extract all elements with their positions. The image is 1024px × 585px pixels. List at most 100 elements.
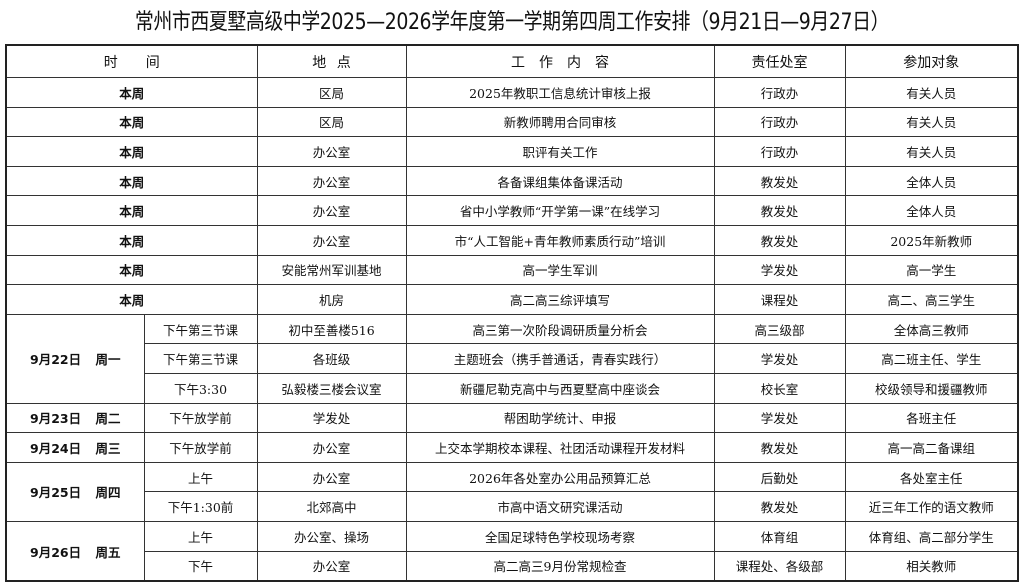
time-cell: 下午3:30 [143, 372, 258, 404]
content-cell: 全国足球特色学校现场考察 [405, 520, 715, 552]
location-cell: 各班级 [256, 343, 407, 374]
dept-cell: 课程处 [713, 284, 846, 315]
table-row: 本周 办公室 市“人工智能+青年教师素质行动”培训 教发处 2025年新教师 [5, 224, 1019, 256]
dept-cell: 高三级部 [713, 313, 846, 345]
content-cell: 2026年各处室办公用品预算汇总 [405, 461, 715, 493]
header-time: 时 间 [5, 44, 258, 78]
table-row: 下午1:30前 北郊高中 市高中语文研究课活动 教发处 近三年工作的语文教师 [6, 491, 1019, 522]
time-cell: 本周 [5, 254, 258, 286]
participants-cell: 全体高三教师 [844, 313, 1019, 345]
time-cell: 下午放学前 [143, 432, 258, 463]
participants-cell: 有关人员 [844, 136, 1019, 167]
schedule-table: 时 间 地 点 工 作 内 容 责任处室 参加对象 本周 区局 2025年教职工信息… [5, 44, 1019, 583]
day-cell: 9月24日 周三 [5, 432, 145, 463]
header-location: 地 点 [256, 44, 407, 78]
location-cell: 办公室 [256, 550, 407, 582]
time-cell: 上午 [143, 461, 258, 493]
dept-cell: 校长室 [713, 372, 846, 404]
time-cell: 下午 [143, 550, 258, 582]
dept-cell: 教发处 [713, 195, 846, 226]
table-row: 本周 办公室 各备课组集体备课活动 教发处 全体人员 [5, 165, 1019, 197]
participants-cell: 有关人员 [844, 77, 1019, 108]
time-cell: 下午第三节课 [143, 343, 258, 374]
table-row: 下午3:30 弘毅楼三楼会议室 新疆尼勒克高中与西夏墅高中座谈会 校长室 校级领导和援疆… [6, 372, 1019, 404]
location-cell: 区局 [256, 106, 407, 138]
participants-cell: 2025年新教师 [844, 224, 1019, 256]
content-cell: 新教师聘用合同审核 [405, 106, 715, 138]
participants-cell: 相关教师 [844, 550, 1019, 582]
dept-cell: 学发处 [713, 343, 846, 374]
content-cell: 帮困助学统计、申报 [405, 402, 715, 434]
day-cell: 9月26日 周五 [5, 520, 145, 582]
header-dept: 责任处室 [713, 44, 846, 78]
location-cell: 办公室 [256, 432, 407, 463]
day-cell: 9月25日 周四 [5, 461, 145, 522]
content-cell: 2025年教职工信息统计审核上报 [405, 77, 715, 108]
participants-cell: 有关人员 [844, 106, 1019, 138]
content-cell: 高三第一次阶段调研质量分析会 [405, 313, 715, 345]
header-row: 时 间 地 点 工 作 内 容 责任处室 参加对象 [5, 44, 1019, 78]
participants-cell: 体育组、高二部分学生 [844, 520, 1019, 552]
table-row: 本周 安能常州军训基地 高一学生军训 学发处 高一学生 [5, 254, 1019, 286]
time-cell: 下午第三节课 [143, 313, 258, 345]
time-cell: 上午 [143, 520, 258, 552]
content-cell: 高二高三9月份常规检查 [405, 550, 715, 582]
header-participants: 参加对象 [844, 44, 1019, 78]
time-cell: 本周 [5, 195, 258, 226]
participants-cell: 校级领导和援疆教师 [844, 372, 1019, 404]
time-cell: 下午1:30前 [143, 491, 258, 522]
dept-cell: 课程处、各级部 [713, 550, 846, 582]
location-cell: 北郊高中 [256, 491, 407, 522]
day-cell: 9月22日 周一 [5, 313, 145, 404]
table-row: 本周 机房 高二高三综评填写 课程处 高二、高三学生 [5, 284, 1019, 315]
participants-cell: 全体人员 [844, 195, 1019, 226]
location-cell: 学发处 [256, 402, 407, 434]
participants-cell: 高二班主任、学生 [844, 343, 1019, 374]
location-cell: 区局 [256, 77, 407, 108]
location-cell: 弘毅楼三楼会议室 [256, 372, 407, 404]
content-cell: 上交本学期校本课程、社团活动课程开发材料 [405, 432, 715, 463]
location-cell: 机房 [256, 284, 407, 315]
table-row: 9月26日 周五 上午 办公室、操场 全国足球特色学校现场考察 体育组 体育组、高二部分学… [5, 520, 1019, 582]
day-cell: 9月23日 周二 [5, 402, 145, 434]
table-row: 下午第三节课 各班级 主题班会（携手普通话，青春实践行） 学发处 高二班主任、学生 [6, 343, 1019, 374]
participants-cell: 各处室主任 [844, 461, 1019, 493]
content-cell: 高一学生军训 [405, 254, 715, 286]
location-cell: 办公室 [256, 136, 407, 167]
table-row: 9月24日 周三 下午放学前 办公室 上交本学期校本课程、社团活动课程开发材料 教发处高… [5, 432, 1019, 463]
participants-cell: 近三年工作的语文教师 [844, 491, 1019, 522]
participants-cell: 高一高二备课组 [844, 432, 1019, 463]
page-title: 常州市西夏墅高级中学2025—2026学年度第一学期第四周工作安排（9月21日—… [134, 10, 890, 35]
time-cell: 本周 [5, 106, 258, 138]
time-cell: 下午放学前 [143, 402, 258, 434]
table-row: 本周 办公室 省中小学教师“开学第一课”在线学习 教发处 全体人员 [5, 195, 1019, 226]
time-cell: 本周 [5, 284, 258, 315]
location-cell: 初中至善楼516 [256, 313, 407, 345]
table-row: 下午 办公室 高二高三9月份常规检查 课程处、各级部 相关教师 [6, 550, 1019, 582]
participants-cell: 高二、高三学生 [844, 284, 1019, 315]
dept-cell: 学发处 [713, 402, 846, 434]
content-cell: 新疆尼勒克高中与西夏墅高中座谈会 [405, 372, 715, 404]
dept-cell: 行政办 [713, 77, 846, 108]
dept-cell: 教发处 [713, 491, 846, 522]
table-row: 本周 办公室 职评有关工作 行政办 有关人员 [5, 136, 1019, 167]
location-cell: 办公室 [256, 224, 407, 256]
location-cell: 办公室 [256, 165, 407, 197]
location-cell: 办公室 [256, 461, 407, 493]
table-row: 9月23日 周二 下午放学前 学发处 帮困助学统计、申报 学发处 各班主任 [5, 402, 1019, 434]
dept-cell: 教发处 [713, 165, 846, 197]
content-cell: 市“人工智能+青年教师素质行动”培训 [405, 224, 715, 256]
time-cell: 本周 [5, 136, 258, 167]
content-cell: 主题班会（携手普通话，青春实践行） [405, 343, 715, 374]
dept-cell: 行政办 [713, 106, 846, 138]
time-cell: 本周 [5, 77, 258, 108]
table-row: 9月25日 周四 上午 办公室 2026年各处室办公用品预算汇总 后勤处 各处室主任 [5, 461, 1019, 522]
location-cell: 办公室、操场 [256, 520, 407, 552]
content-cell: 市高中语文研究课活动 [405, 491, 715, 522]
table-row: 9月22日 周一 下午第三节课 初中至善楼516 高三第一次阶段调研质量分析会 高三级部… [5, 313, 1019, 404]
content-cell: 省中小学教师“开学第一课”在线学习 [405, 195, 715, 226]
table-row: 本周 区局 新教师聘用合同审核 行政办 有关人员 [5, 106, 1019, 138]
content-cell: 高二高三综评填写 [405, 284, 715, 315]
time-cell: 本周 [5, 165, 258, 197]
dept-cell: 学发处 [713, 254, 846, 286]
